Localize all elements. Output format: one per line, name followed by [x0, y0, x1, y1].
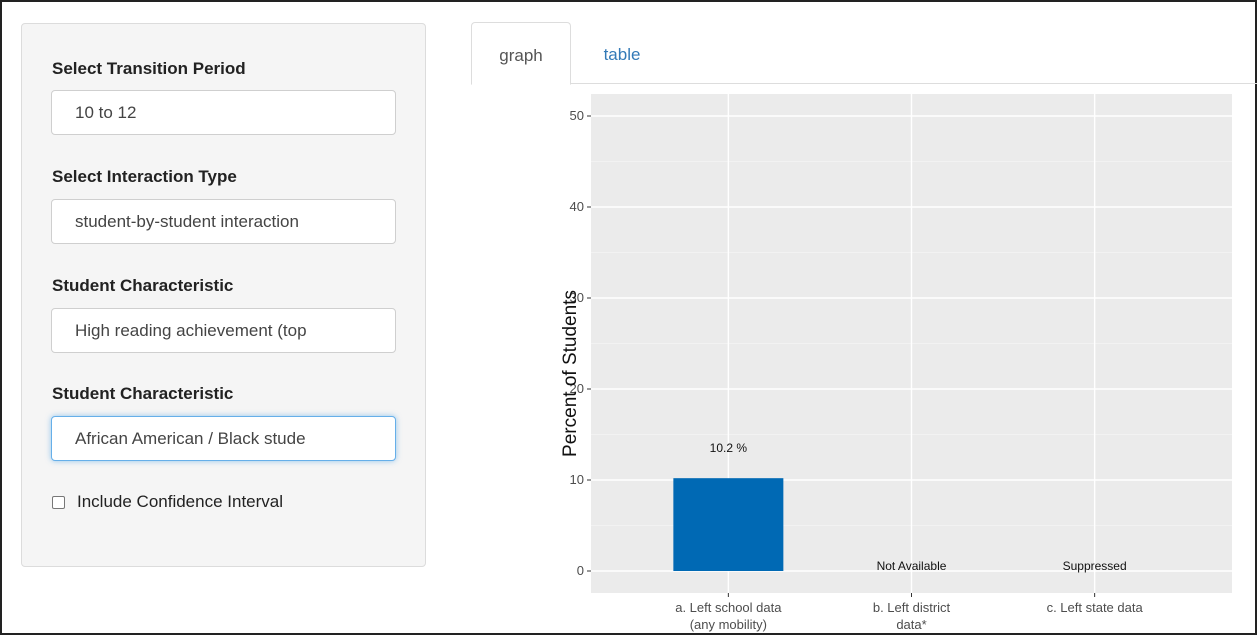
- student-characteristic-1-label: Student Characteristic: [52, 276, 234, 295]
- x-tick-label: c. Left state data: [1047, 600, 1144, 615]
- y-axis-label: Percent of Students: [560, 290, 581, 457]
- chart-svg: 0 10 20 30 40 50 a. Left school data (any mobil…: [560, 94, 1232, 632]
- interaction-type-select[interactable]: student-by-student interaction: [51, 199, 396, 244]
- data-bar: [673, 478, 784, 571]
- tab-table[interactable]: table: [603, 45, 641, 64]
- student-characteristic-1-select[interactable]: High reading achievement (top: [51, 308, 396, 353]
- transition-period-value: 10 to 12: [75, 103, 137, 122]
- bar-status-label: Suppressed: [1063, 559, 1127, 573]
- student-characteristic-2-label: Student Characteristic: [52, 384, 234, 403]
- y-tick-label: 10: [570, 472, 584, 487]
- tab-graph[interactable]: graph: [471, 22, 571, 85]
- x-tick-label: data*: [896, 617, 926, 632]
- confidence-interval-checkbox[interactable]: [52, 495, 65, 509]
- y-tick-label: 40: [570, 199, 584, 214]
- sidebar-panel: Select Transition Period 10 to 12 Select…: [21, 23, 426, 567]
- confidence-interval-row[interactable]: Include Confidence Interval: [52, 492, 283, 512]
- tab-bar: graph table: [471, 22, 1257, 85]
- y-tick-label: 50: [570, 108, 584, 123]
- y-tick-label: 20: [570, 381, 584, 396]
- transition-period-select[interactable]: 10 to 12: [51, 90, 396, 135]
- x-tick-label: b. Left district: [873, 600, 951, 615]
- student-characteristic-2-select[interactable]: African American / Black stude: [51, 416, 396, 461]
- confidence-interval-label: Include Confidence Interval: [77, 492, 284, 511]
- bar-chart: 0 10 20 30 40 50 a. Left school data (any mobil…: [542, 86, 1257, 635]
- interaction-type-label: Select Interaction Type: [52, 167, 237, 186]
- y-tick-label: 0: [577, 563, 584, 578]
- student-characteristic-1-value: High reading achievement (top: [75, 321, 307, 340]
- bar-status-label: Not Available: [877, 559, 947, 573]
- x-tick-label: (any mobility): [690, 617, 767, 632]
- student-characteristic-2-value: African American / Black stude: [75, 429, 306, 448]
- y-tick-label: 30: [570, 290, 584, 305]
- transition-period-label: Select Transition Period: [52, 59, 246, 78]
- bar-value-label: 10.2 %: [710, 441, 748, 455]
- x-tick-label: a. Left school data: [675, 600, 782, 615]
- interaction-type-value: student-by-student interaction: [75, 212, 299, 231]
